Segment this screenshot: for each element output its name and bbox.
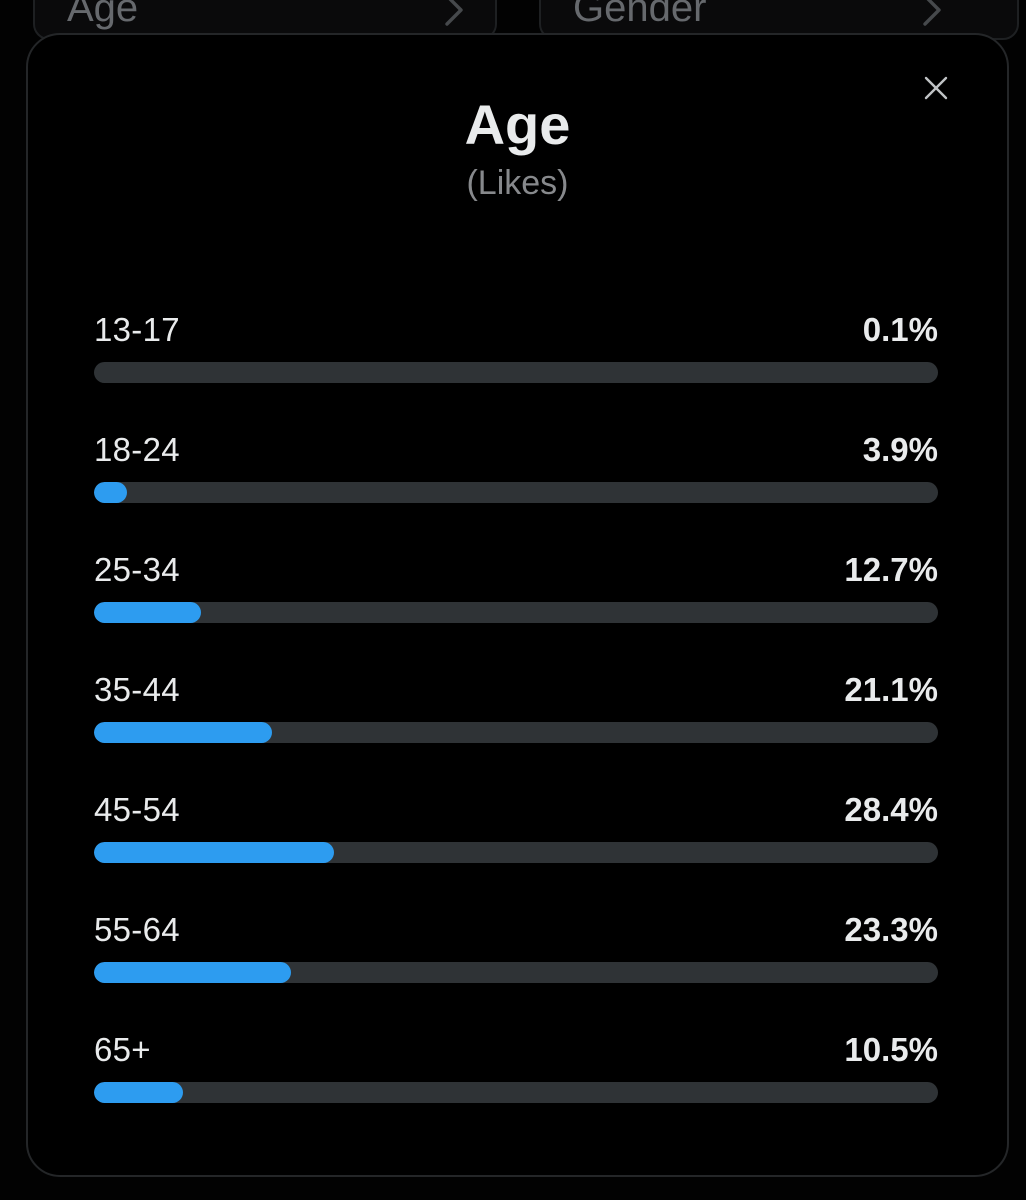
modal-title: Age — [464, 93, 571, 156]
age-row: 18-24 3.9% — [94, 431, 938, 503]
age-row: 25-34 12.7% — [94, 551, 938, 623]
age-row: 45-54 28.4% — [94, 791, 938, 863]
age-stats-modal: Age (Likes) 13-17 0.1% 18-24 3.9% 25-34 … — [26, 33, 1009, 1177]
progress-track — [94, 362, 938, 383]
age-range-label: 65+ — [94, 1031, 151, 1068]
percentage-value: 23.3% — [844, 911, 938, 948]
progress-fill — [94, 602, 202, 623]
age-row: 13-17 0.1% — [94, 311, 938, 383]
progress-fill — [94, 482, 127, 503]
percentage-value: 21.1% — [844, 671, 938, 708]
percentage-value: 12.7% — [844, 551, 938, 588]
age-range-label: 18-24 — [94, 431, 180, 468]
age-row: 55-64 23.3% — [94, 911, 938, 983]
close-icon — [924, 76, 948, 100]
percentage-value: 28.4% — [844, 791, 938, 828]
progress-fill — [94, 1082, 183, 1103]
age-row: 35-44 21.1% — [94, 671, 938, 743]
progress-track — [94, 842, 938, 863]
background-tab-age-label: Age — [67, 0, 139, 30]
percentage-value: 3.9% — [862, 431, 938, 468]
progress-track — [94, 722, 938, 743]
age-distribution-list: 13-17 0.1% 18-24 3.9% 25-34 12.7% 35-44 … — [28, 311, 1007, 1103]
modal-subtitle: (Likes) — [466, 164, 569, 202]
age-range-label: 13-17 — [94, 311, 180, 348]
age-range-label: 35-44 — [94, 671, 180, 708]
chevron-right-icon — [923, 0, 941, 26]
percentage-value: 0.1% — [862, 311, 938, 348]
progress-track — [94, 962, 938, 983]
background-tab-gender-label: Gender — [573, 0, 707, 30]
progress-track — [94, 1082, 938, 1103]
progress-track — [94, 602, 938, 623]
progress-fill — [94, 722, 273, 743]
age-range-label: 45-54 — [94, 791, 180, 828]
chevron-right-icon — [445, 0, 463, 26]
progress-fill — [94, 962, 291, 983]
age-range-label: 55-64 — [94, 911, 180, 948]
progress-track — [94, 482, 938, 503]
age-row: 65+ 10.5% — [94, 1031, 938, 1103]
close-button[interactable] — [919, 71, 953, 105]
progress-fill — [94, 842, 334, 863]
age-range-label: 25-34 — [94, 551, 180, 588]
percentage-value: 10.5% — [844, 1031, 938, 1068]
